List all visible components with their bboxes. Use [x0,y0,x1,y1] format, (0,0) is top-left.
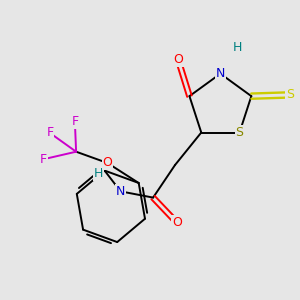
Text: S: S [286,88,294,101]
Text: S: S [236,126,244,139]
Text: N: N [116,185,125,198]
Text: F: F [40,153,47,166]
Text: O: O [103,157,112,169]
Text: O: O [173,53,183,66]
Text: N: N [216,67,225,80]
Text: O: O [172,216,182,229]
Text: H: H [94,167,103,180]
Text: H: H [233,41,243,54]
Text: F: F [46,126,53,140]
Text: F: F [71,115,78,128]
